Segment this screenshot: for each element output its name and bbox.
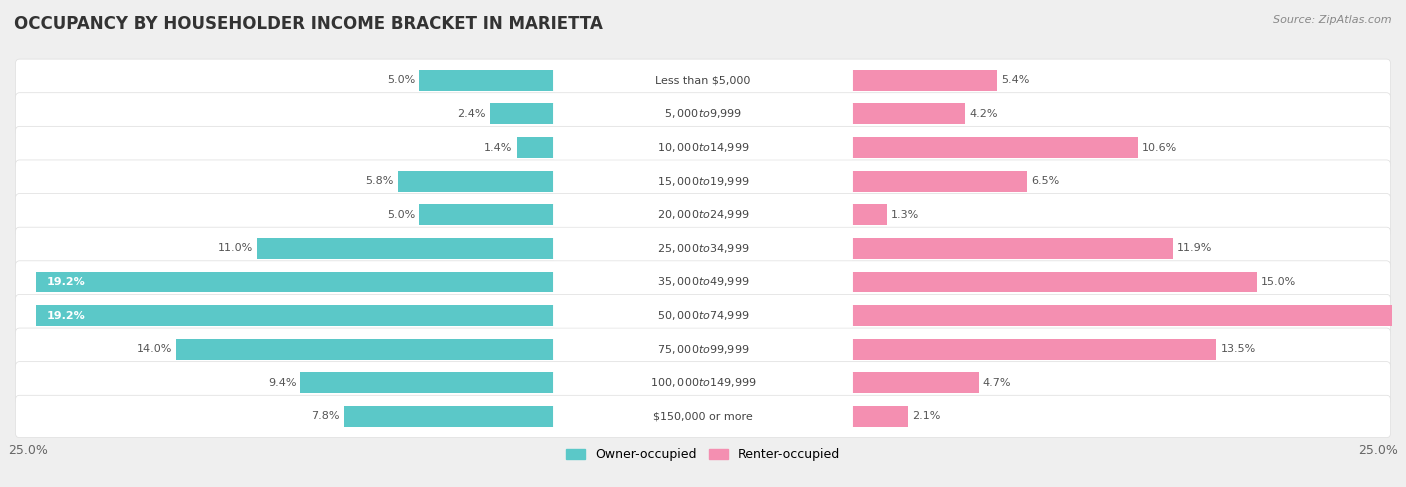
FancyBboxPatch shape: [15, 93, 1391, 135]
Bar: [852, 171, 1028, 191]
FancyBboxPatch shape: [15, 261, 1391, 303]
Text: 6.5%: 6.5%: [1031, 176, 1060, 186]
Text: 4.7%: 4.7%: [983, 378, 1011, 388]
Legend: Owner-occupied, Renter-occupied: Owner-occupied, Renter-occupied: [561, 443, 845, 466]
Text: 2.4%: 2.4%: [457, 109, 485, 119]
Text: 5.8%: 5.8%: [366, 176, 394, 186]
Text: $25,000 to $34,999: $25,000 to $34,999: [657, 242, 749, 255]
FancyBboxPatch shape: [553, 405, 853, 428]
FancyBboxPatch shape: [553, 69, 853, 92]
Text: $150,000 or more: $150,000 or more: [654, 412, 752, 421]
Bar: [852, 137, 1137, 158]
Bar: [852, 272, 1257, 292]
FancyBboxPatch shape: [553, 237, 853, 260]
Text: 5.4%: 5.4%: [1001, 75, 1031, 85]
Text: 10.6%: 10.6%: [1142, 143, 1177, 152]
Text: 4.2%: 4.2%: [969, 109, 998, 119]
Text: $10,000 to $14,999: $10,000 to $14,999: [657, 141, 749, 154]
Text: Less than $5,000: Less than $5,000: [655, 75, 751, 85]
FancyBboxPatch shape: [15, 126, 1391, 169]
Text: 1.4%: 1.4%: [484, 143, 513, 152]
FancyBboxPatch shape: [553, 337, 853, 361]
Text: 5.0%: 5.0%: [387, 210, 415, 220]
FancyBboxPatch shape: [15, 328, 1391, 371]
FancyBboxPatch shape: [553, 371, 853, 394]
Text: Source: ZipAtlas.com: Source: ZipAtlas.com: [1274, 15, 1392, 25]
Text: 11.9%: 11.9%: [1177, 244, 1212, 253]
Bar: [852, 70, 997, 91]
Bar: [516, 137, 554, 158]
FancyBboxPatch shape: [15, 160, 1391, 202]
FancyBboxPatch shape: [15, 59, 1391, 101]
Text: 7.8%: 7.8%: [311, 412, 340, 421]
Text: 19.2%: 19.2%: [46, 277, 86, 287]
Bar: [852, 238, 1173, 259]
Text: 1.3%: 1.3%: [891, 210, 920, 220]
Text: 11.0%: 11.0%: [218, 244, 253, 253]
FancyBboxPatch shape: [553, 169, 853, 193]
Text: $15,000 to $19,999: $15,000 to $19,999: [657, 175, 749, 187]
Text: 9.4%: 9.4%: [269, 378, 297, 388]
Bar: [489, 103, 554, 124]
FancyBboxPatch shape: [553, 203, 853, 226]
FancyBboxPatch shape: [553, 304, 853, 327]
FancyBboxPatch shape: [15, 227, 1391, 269]
FancyBboxPatch shape: [553, 270, 853, 294]
Text: 14.0%: 14.0%: [136, 344, 172, 354]
Bar: [398, 171, 554, 191]
Text: 19.2%: 19.2%: [46, 311, 86, 320]
Bar: [852, 305, 1406, 326]
FancyBboxPatch shape: [15, 193, 1391, 236]
Text: 5.0%: 5.0%: [387, 75, 415, 85]
Bar: [852, 103, 965, 124]
FancyBboxPatch shape: [15, 395, 1391, 438]
Bar: [419, 70, 554, 91]
Bar: [35, 305, 554, 326]
Bar: [343, 406, 554, 427]
Bar: [852, 373, 979, 393]
FancyBboxPatch shape: [15, 362, 1391, 404]
Text: $35,000 to $49,999: $35,000 to $49,999: [657, 276, 749, 288]
Bar: [35, 272, 554, 292]
Text: $50,000 to $74,999: $50,000 to $74,999: [657, 309, 749, 322]
FancyBboxPatch shape: [15, 295, 1391, 337]
Bar: [257, 238, 554, 259]
Text: $20,000 to $24,999: $20,000 to $24,999: [657, 208, 749, 221]
Bar: [852, 339, 1216, 359]
FancyBboxPatch shape: [553, 136, 853, 159]
Text: 2.1%: 2.1%: [912, 412, 941, 421]
Text: $5,000 to $9,999: $5,000 to $9,999: [664, 108, 742, 120]
Text: $100,000 to $149,999: $100,000 to $149,999: [650, 376, 756, 389]
Bar: [852, 205, 887, 225]
Bar: [176, 339, 554, 359]
Text: 13.5%: 13.5%: [1220, 344, 1256, 354]
Text: 15.0%: 15.0%: [1261, 277, 1296, 287]
Text: $75,000 to $99,999: $75,000 to $99,999: [657, 343, 749, 356]
Text: OCCUPANCY BY HOUSEHOLDER INCOME BRACKET IN MARIETTA: OCCUPANCY BY HOUSEHOLDER INCOME BRACKET …: [14, 15, 603, 33]
Bar: [419, 205, 554, 225]
Bar: [852, 406, 908, 427]
FancyBboxPatch shape: [553, 102, 853, 126]
Bar: [301, 373, 554, 393]
